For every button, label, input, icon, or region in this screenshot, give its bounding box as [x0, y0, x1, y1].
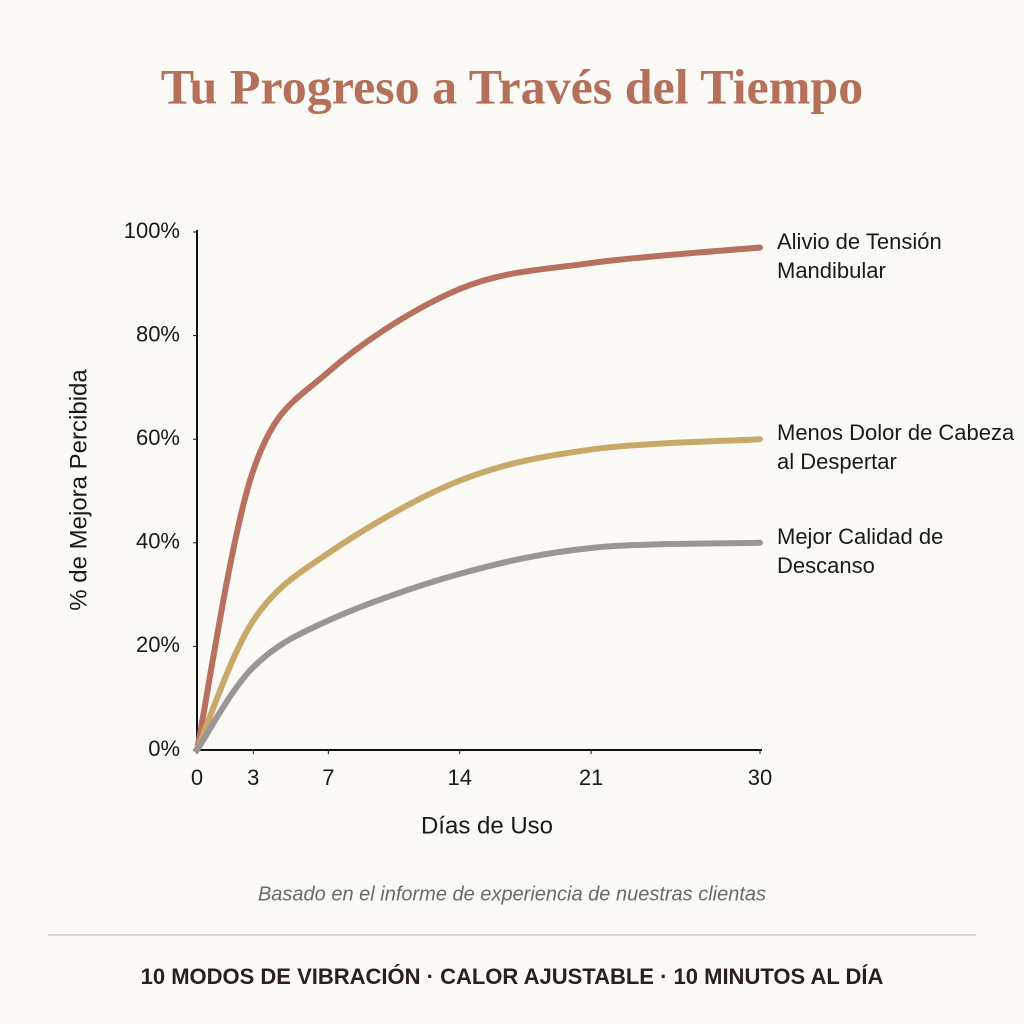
y-tick-label: 100%: [124, 218, 180, 243]
y-tick-label: 80%: [136, 321, 180, 346]
series-line: [194, 539, 763, 753]
x-tick-label: 7: [322, 765, 334, 790]
series-label: Alivio de Tensión Mandibular: [777, 228, 942, 283]
footer: 10 MODOS DE VIBRACIÓN · CALOR AJUSTABLE …: [141, 964, 884, 989]
y-tick-label: 40%: [136, 529, 180, 554]
y-axis-label: % de Mejora Percibida: [65, 369, 92, 611]
x-tick-label: 21: [579, 765, 603, 790]
y-tick-label: 20%: [136, 632, 180, 657]
series-line: [194, 244, 763, 753]
series-label: Menos Dolor de Cabeza al Despertar: [777, 420, 1015, 475]
y-tick-label: 0%: [148, 736, 180, 761]
series-line: [194, 436, 763, 753]
x-tick-label: 0: [191, 765, 203, 790]
x-tick-label: 30: [748, 765, 772, 790]
y-tick-label: 60%: [136, 425, 180, 450]
note: Basado en el informe de experiencia de n…: [258, 883, 766, 905]
chart-title: Tu Progreso a Través del Tiempo: [161, 58, 863, 114]
x-axis-label: Días de Uso: [421, 812, 553, 839]
x-tick-label: 3: [247, 765, 259, 790]
x-tick-label: 14: [447, 765, 471, 790]
series-label: Mejor Calidad de Descanso: [777, 523, 944, 578]
